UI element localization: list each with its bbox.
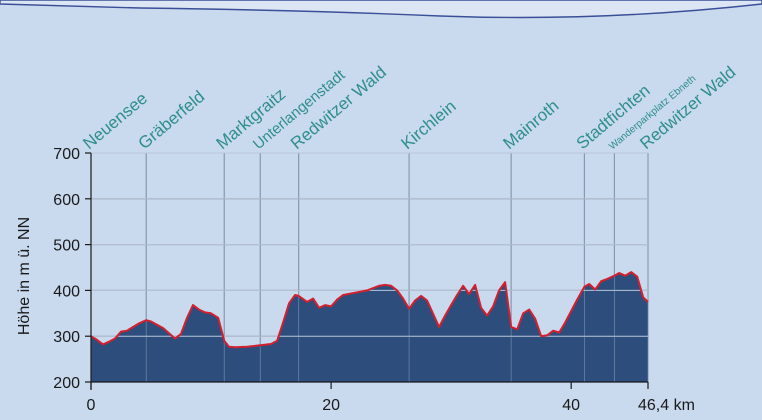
y-tick-label-200: 200 [53, 375, 80, 392]
y-tick-label-700: 700 [53, 146, 80, 163]
waypoint-label-1: Gräberfeld [135, 87, 209, 153]
elevation-area [90, 152, 649, 382]
y-axis-label: Höhe in m ü. NN [16, 217, 33, 335]
waypoint-label-5: Kirchlein [397, 97, 459, 153]
x-tick-label-1: 20 [322, 397, 340, 414]
axes: 200 300 400 500 600 700 0 20 40 46,4 km [53, 146, 695, 414]
y-tick-label-400: 400 [53, 283, 80, 300]
decorative-top-curve [0, 0, 762, 19]
x-tick-label-2: 40 [562, 397, 580, 414]
waypoint-label-6: Mainroth [500, 96, 563, 153]
y-tick-label-500: 500 [53, 238, 80, 255]
x-tick-label-3: 46,4 km [638, 397, 695, 414]
elevation-fill [91, 272, 648, 382]
y-tick-label-300: 300 [53, 329, 80, 346]
y-tick-label-600: 600 [53, 192, 80, 209]
elevation-line [90, 271, 649, 349]
x-tick-label-0: 0 [87, 397, 96, 414]
